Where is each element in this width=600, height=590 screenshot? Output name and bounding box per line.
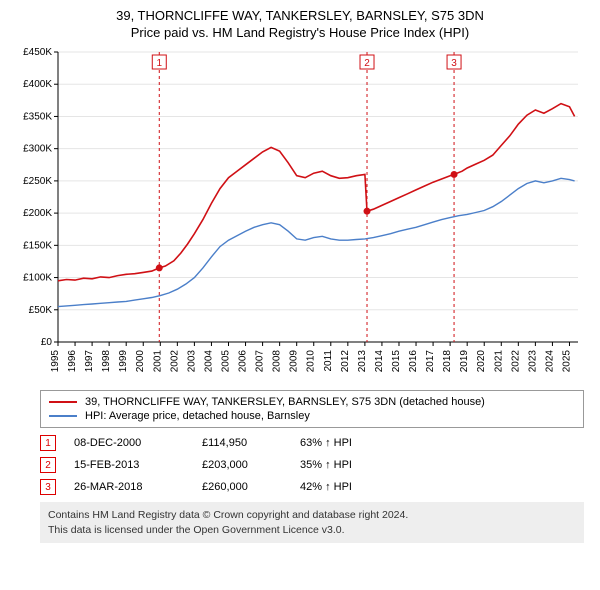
attribution-footer: Contains HM Land Registry data © Crown c…	[40, 502, 584, 543]
legend-swatch	[49, 401, 77, 403]
transaction-marker	[451, 171, 458, 178]
title-address: 39, THORNCLIFFE WAY, TANKERSLEY, BARNSLE…	[10, 8, 590, 23]
marker-number: 2	[364, 58, 370, 69]
xtick-label: 2001	[152, 350, 163, 373]
transaction-row: 2 15-FEB-2013 £203,000 35% ↑ HPI	[40, 454, 584, 476]
transactions-table: 1 08-DEC-2000 £114,950 63% ↑ HPI 2 15-FEB-201…	[40, 432, 584, 498]
transaction-marker	[364, 208, 371, 215]
xtick-label: 2017	[425, 350, 436, 373]
xtick-label: 2000	[135, 350, 146, 373]
transaction-date: 08-DEC-2000	[74, 437, 184, 449]
footer-line1: Contains HM Land Registry data © Crown c…	[48, 508, 576, 523]
ytick-label: £350K	[23, 111, 52, 122]
transaction-price: £260,000	[202, 481, 282, 493]
transaction-pct: 35% ↑ HPI	[300, 459, 352, 471]
chart-container: £0 £50K £100K £150K £200K £250K £300K £350K £400…	[10, 44, 590, 384]
footer-line2: This data is licensed under the Open Gov…	[48, 523, 576, 538]
transaction-marker-box: 3	[40, 479, 56, 495]
xtick-label: 1998	[101, 350, 112, 373]
xtick-label: 1996	[67, 350, 78, 373]
xtick-label: 2020	[476, 350, 487, 373]
price-chart: £0 £50K £100K £150K £200K £250K £300K £350K £400…	[10, 44, 590, 384]
legend-box: 39, THORNCLIFFE WAY, TANKERSLEY, BARNSLE…	[40, 390, 584, 428]
xtick-label: 2023	[527, 350, 538, 373]
xtick-label: 2019	[459, 350, 470, 373]
transaction-marker	[156, 264, 163, 271]
xtick-label: 2016	[408, 350, 419, 373]
marker-number: 1	[156, 58, 162, 69]
transaction-date: 15-FEB-2013	[74, 459, 184, 471]
legend-row: 39, THORNCLIFFE WAY, TANKERSLEY, BARNSLE…	[49, 395, 575, 409]
xtick-label: 2008	[272, 350, 283, 373]
xtick-label: 2011	[323, 350, 334, 372]
xtick-label: 2014	[374, 350, 385, 373]
xtick-label: 2006	[238, 350, 249, 373]
transaction-date: 26-MAR-2018	[74, 481, 184, 493]
ytick-label: £400K	[23, 79, 52, 90]
legend-label: 39, THORNCLIFFE WAY, TANKERSLEY, BARNSLE…	[85, 396, 485, 408]
xtick-label: 2018	[442, 350, 453, 373]
transaction-pct: 63% ↑ HPI	[300, 437, 352, 449]
transaction-price: £203,000	[202, 459, 282, 471]
ytick-label: £0	[41, 337, 53, 348]
xtick-label: 2009	[289, 350, 300, 373]
chart-title-block: 39, THORNCLIFFE WAY, TANKERSLEY, BARNSLE…	[0, 0, 600, 44]
xtick-label: 1997	[84, 350, 95, 373]
xtick-label: 2005	[220, 350, 231, 373]
xtick-label: 2002	[169, 350, 180, 373]
ytick-label: £450K	[23, 47, 52, 58]
ytick-label: £300K	[23, 144, 52, 155]
ytick-label: £50K	[29, 305, 53, 316]
transaction-marker-box: 1	[40, 435, 56, 451]
xtick-label: 2007	[255, 350, 266, 373]
transaction-pct: 42% ↑ HPI	[300, 481, 352, 493]
xtick-label: 2004	[203, 350, 214, 373]
ytick-label: £100K	[23, 273, 52, 284]
xtick-label: 2022	[510, 350, 521, 373]
legend-swatch	[49, 415, 77, 417]
title-subtitle: Price paid vs. HM Land Registry's House …	[10, 25, 590, 40]
xtick-label: 1999	[118, 350, 129, 373]
transaction-row: 3 26-MAR-2018 £260,000 42% ↑ HPI	[40, 476, 584, 498]
legend-row: HPI: Average price, detached house, Barn…	[49, 409, 575, 423]
transaction-row: 1 08-DEC-2000 £114,950 63% ↑ HPI	[40, 432, 584, 454]
marker-number: 3	[451, 58, 457, 69]
xtick-label: 2015	[391, 350, 402, 373]
xtick-label: 2021	[493, 350, 504, 373]
ytick-label: £150K	[23, 240, 52, 251]
xtick-label: 1995	[50, 350, 61, 373]
xtick-label: 2012	[340, 350, 351, 373]
transaction-marker-box: 2	[40, 457, 56, 473]
ytick-label: £250K	[23, 176, 52, 187]
xtick-label: 2025	[561, 350, 572, 373]
xtick-label: 2013	[357, 350, 368, 373]
xtick-label: 2003	[186, 350, 197, 373]
transaction-price: £114,950	[202, 437, 282, 449]
xtick-label: 2010	[306, 350, 317, 373]
ytick-label: £200K	[23, 208, 52, 219]
legend-label: HPI: Average price, detached house, Barn…	[85, 410, 310, 422]
xtick-label: 2024	[544, 350, 555, 373]
